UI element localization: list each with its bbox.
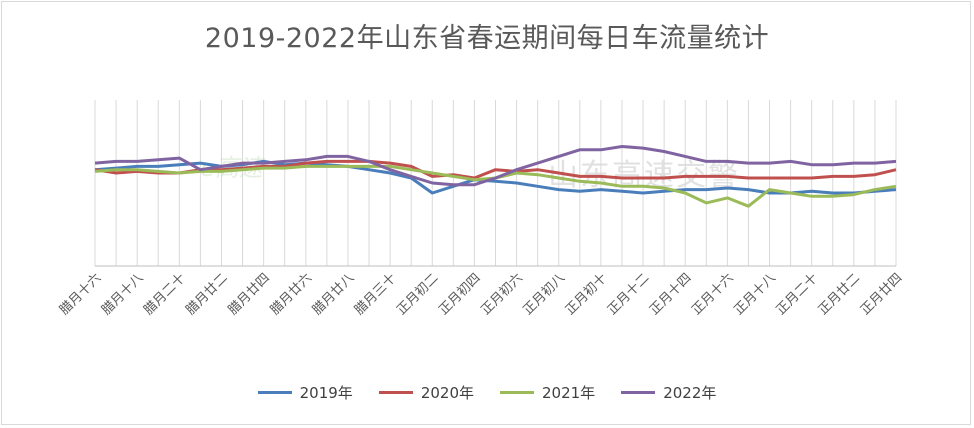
chart-series — [94, 145, 897, 208]
x-tick-label: 正月十二 — [605, 271, 652, 318]
x-tick-label: 正月初六 — [478, 271, 525, 318]
legend-swatch-2020 — [378, 391, 413, 394]
x-tick-label: 正月初四 — [436, 271, 483, 318]
x-tick-label: 正月廿二 — [816, 271, 863, 318]
x-tick-label: 腊月廿四 — [226, 271, 273, 318]
x-tick-label: 腊月廿八 — [310, 271, 357, 318]
x-tick-label: 腊月廿二 — [183, 271, 230, 318]
x-tick-label: 腊月三十 — [352, 271, 399, 318]
x-tick-label: 腊月二十 — [141, 271, 188, 318]
legend-swatch-2019 — [257, 391, 292, 394]
series-line-2020年 — [94, 159, 897, 180]
legend-item-2021: 2021年 — [500, 382, 595, 403]
chart-legend: 2019年 2020年 2021年 2022年 — [0, 382, 974, 403]
chart-grid — [94, 100, 897, 266]
x-tick-label: 腊月十六 — [57, 271, 104, 318]
legend-item-2019: 2019年 — [257, 382, 353, 403]
legend-item-2020: 2020年 — [378, 382, 474, 403]
x-tick-label: 正月初二 — [394, 271, 441, 318]
x-tick-label: 正月十四 — [647, 271, 694, 318]
x-tick-label: 腊月廿六 — [268, 271, 315, 318]
series-line-2022年 — [94, 145, 897, 187]
x-tick-label: 正月十六 — [689, 271, 736, 318]
x-tick-label: 腊月十八 — [99, 271, 146, 318]
x-tick-label: 正月初八 — [521, 271, 568, 318]
legend-label-2022: 2022年 — [663, 384, 717, 402]
x-tick-labels: 腊月十六腊月十八腊月二十腊月廿二腊月廿四腊月廿六腊月廿八腊月三十正月初二正月初四… — [57, 271, 905, 318]
x-tick-label: 正月二十 — [774, 271, 821, 318]
legend-item-2022: 2022年 — [621, 382, 716, 403]
x-tick-label: 正月廿四 — [858, 271, 905, 318]
legend-label-2020: 2020年 — [420, 384, 474, 402]
legend-label-2019: 2019年 — [299, 384, 353, 402]
legend-swatch-2022 — [621, 391, 656, 394]
x-tick-label: 正月十八 — [731, 271, 778, 318]
legend-swatch-2021 — [500, 391, 534, 394]
chart-title: 2019-2022年山东省春运期间每日车流量统计 — [204, 23, 770, 54]
x-tick-label: 正月初十 — [563, 271, 610, 318]
legend-label-2021: 2021年 — [542, 384, 596, 402]
